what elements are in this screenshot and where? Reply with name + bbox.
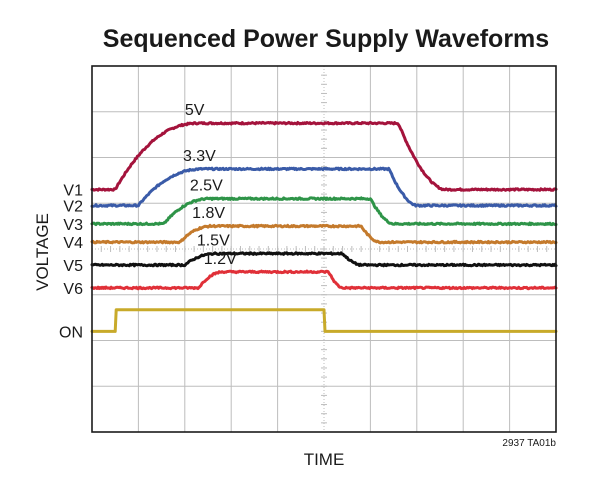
- trace-label-v5: 1.5V: [197, 233, 230, 250]
- channel-label-v2: V2: [63, 199, 83, 216]
- trace-label-v6: 1.2V: [204, 251, 237, 268]
- trace-label-v2: 3.3V: [183, 148, 216, 165]
- grid: [91, 65, 557, 433]
- trace-v1: [90, 120, 558, 192]
- figure-code: 2937 TA01b: [502, 438, 556, 449]
- channel-label-on: ON: [59, 324, 83, 341]
- channel-label-v4: V4: [63, 235, 83, 252]
- y-axis-label: VOLTAGE: [33, 213, 52, 291]
- trace-label-v1: 5V: [185, 102, 205, 119]
- traces: [90, 120, 558, 333]
- plot-frame: [91, 65, 557, 433]
- chart-title: Sequenced Power Supply Waveforms: [103, 25, 549, 53]
- trace-v2: [90, 166, 558, 208]
- trace-on: [90, 308, 558, 333]
- x-axis-label: TIME: [304, 450, 345, 469]
- trace-labels: 5V 3.3V 2.5V 1.8V 1.5V1.2V: [183, 102, 237, 268]
- channel-label-v6: V6: [63, 281, 83, 298]
- trace-label-v3: 2.5V: [190, 178, 223, 195]
- trace-v6: [90, 269, 558, 291]
- channel-label-v5: V5: [63, 258, 83, 275]
- trace-v4: [90, 223, 558, 245]
- trace-label-v4: 1.8V: [192, 205, 225, 222]
- channel-label-v1: V1: [63, 183, 83, 200]
- channel-label-v3: V3: [63, 217, 83, 234]
- trace-v5: [90, 251, 558, 268]
- trace-v3: [90, 196, 558, 227]
